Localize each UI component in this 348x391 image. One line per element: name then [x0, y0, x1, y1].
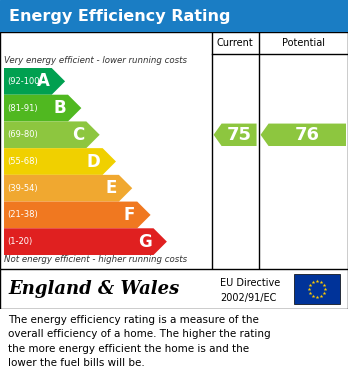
Text: (39-54): (39-54)	[7, 184, 38, 193]
Polygon shape	[214, 124, 256, 146]
Polygon shape	[4, 202, 151, 228]
Polygon shape	[4, 148, 116, 175]
Text: Current: Current	[217, 38, 253, 48]
Text: (69-80): (69-80)	[7, 130, 38, 139]
Text: E: E	[105, 179, 117, 197]
Bar	[294, 274, 340, 304]
Text: C: C	[72, 126, 84, 144]
Text: F: F	[124, 206, 135, 224]
Text: Energy Efficiency Rating: Energy Efficiency Rating	[9, 9, 230, 23]
Text: (1-20): (1-20)	[7, 237, 32, 246]
Polygon shape	[4, 95, 81, 122]
Text: 2002/91/EC: 2002/91/EC	[220, 293, 276, 303]
Text: A: A	[37, 72, 50, 90]
Text: D: D	[87, 152, 101, 170]
Text: (21-38): (21-38)	[7, 210, 38, 219]
Text: The energy efficiency rating is a measure of the
overall efficiency of a home. T: The energy efficiency rating is a measur…	[8, 315, 271, 368]
Text: Not energy efficient - higher running costs: Not energy efficient - higher running co…	[4, 255, 187, 264]
Polygon shape	[4, 175, 132, 202]
Text: (81-91): (81-91)	[7, 104, 38, 113]
Text: G: G	[138, 233, 151, 251]
Text: England & Wales: England & Wales	[8, 280, 179, 298]
Polygon shape	[4, 122, 100, 148]
Text: Potential: Potential	[282, 38, 325, 48]
Polygon shape	[4, 228, 167, 255]
Text: (55-68): (55-68)	[7, 157, 38, 166]
Text: (92-100): (92-100)	[7, 77, 43, 86]
Text: 76: 76	[295, 126, 320, 144]
Text: 75: 75	[227, 126, 252, 144]
Text: EU Directive: EU Directive	[220, 278, 280, 288]
Polygon shape	[261, 124, 346, 146]
Polygon shape	[4, 68, 65, 95]
Text: B: B	[53, 99, 66, 117]
Text: Very energy efficient - lower running costs: Very energy efficient - lower running co…	[4, 56, 187, 65]
